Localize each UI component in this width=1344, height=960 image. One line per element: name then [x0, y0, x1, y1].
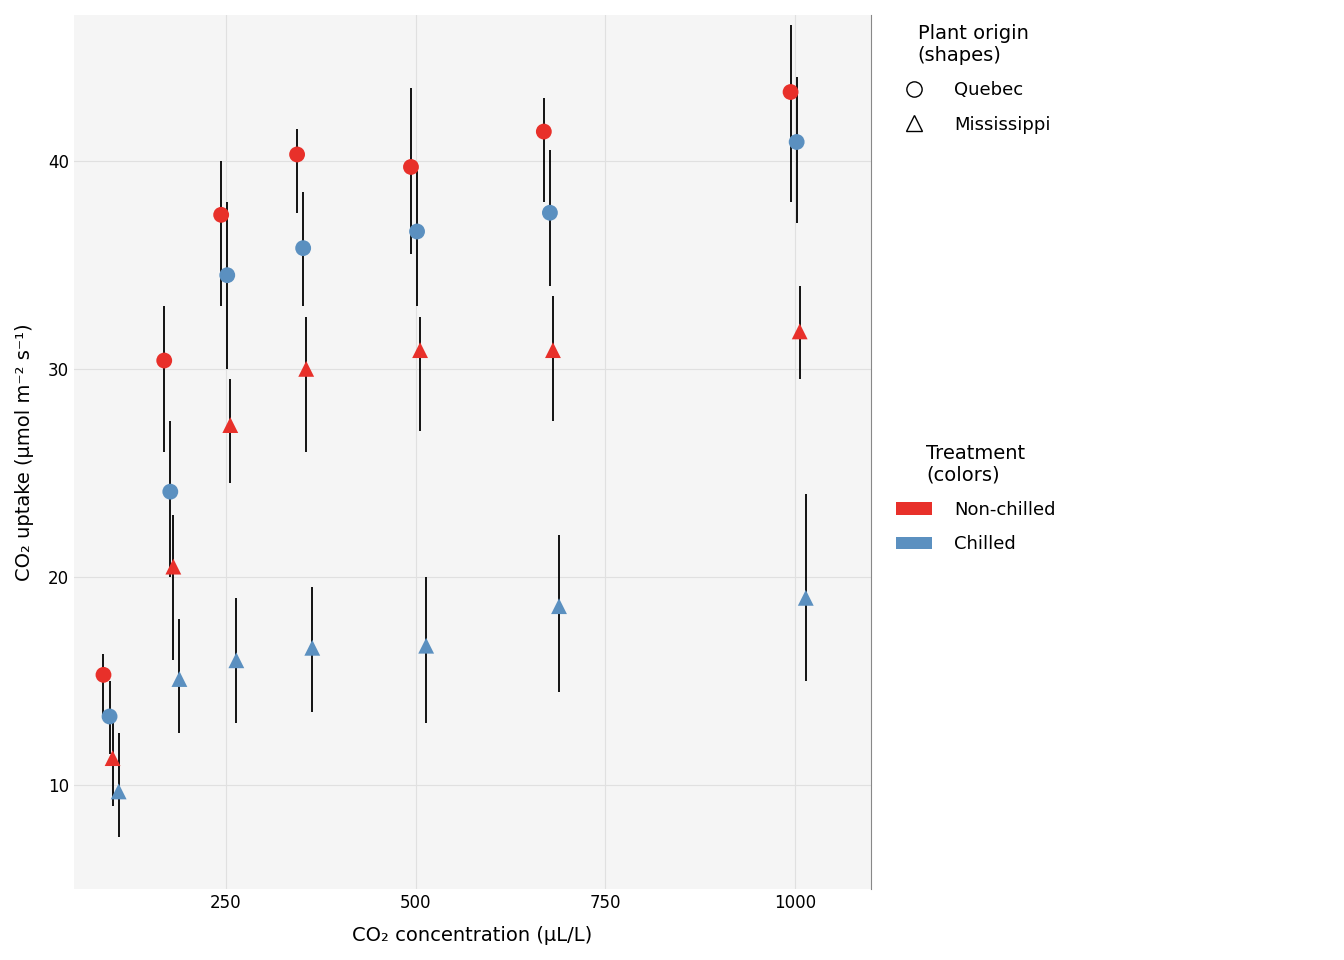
Point — [216, 268, 238, 283]
Point — [226, 653, 247, 668]
Point — [286, 147, 308, 162]
Point — [415, 638, 437, 654]
Point — [163, 559, 184, 574]
Point — [211, 207, 233, 223]
Y-axis label: CO₂ uptake (μmol m⁻² s⁻¹): CO₂ uptake (μmol m⁻² s⁻¹) — [15, 324, 34, 581]
Point — [780, 84, 801, 100]
Point — [102, 751, 124, 766]
X-axis label: CO₂ concentration (μL/L): CO₂ concentration (μL/L) — [352, 926, 593, 945]
Point — [548, 598, 570, 613]
Point — [796, 590, 817, 606]
Point — [93, 667, 114, 683]
Point — [789, 324, 810, 339]
Point — [406, 224, 427, 239]
Legend: Non-chilled, Chilled: Non-chilled, Chilled — [896, 444, 1055, 553]
Point — [539, 205, 560, 221]
Point — [786, 134, 808, 150]
Point — [108, 783, 129, 799]
Point — [153, 353, 175, 369]
Point — [293, 240, 314, 255]
Point — [219, 418, 241, 433]
Point — [542, 343, 563, 358]
Point — [534, 124, 555, 139]
Point — [401, 159, 422, 175]
Point — [296, 361, 317, 376]
Point — [160, 484, 181, 499]
Point — [99, 708, 121, 724]
Point — [168, 671, 190, 686]
Point — [301, 640, 323, 656]
Point — [410, 343, 431, 358]
